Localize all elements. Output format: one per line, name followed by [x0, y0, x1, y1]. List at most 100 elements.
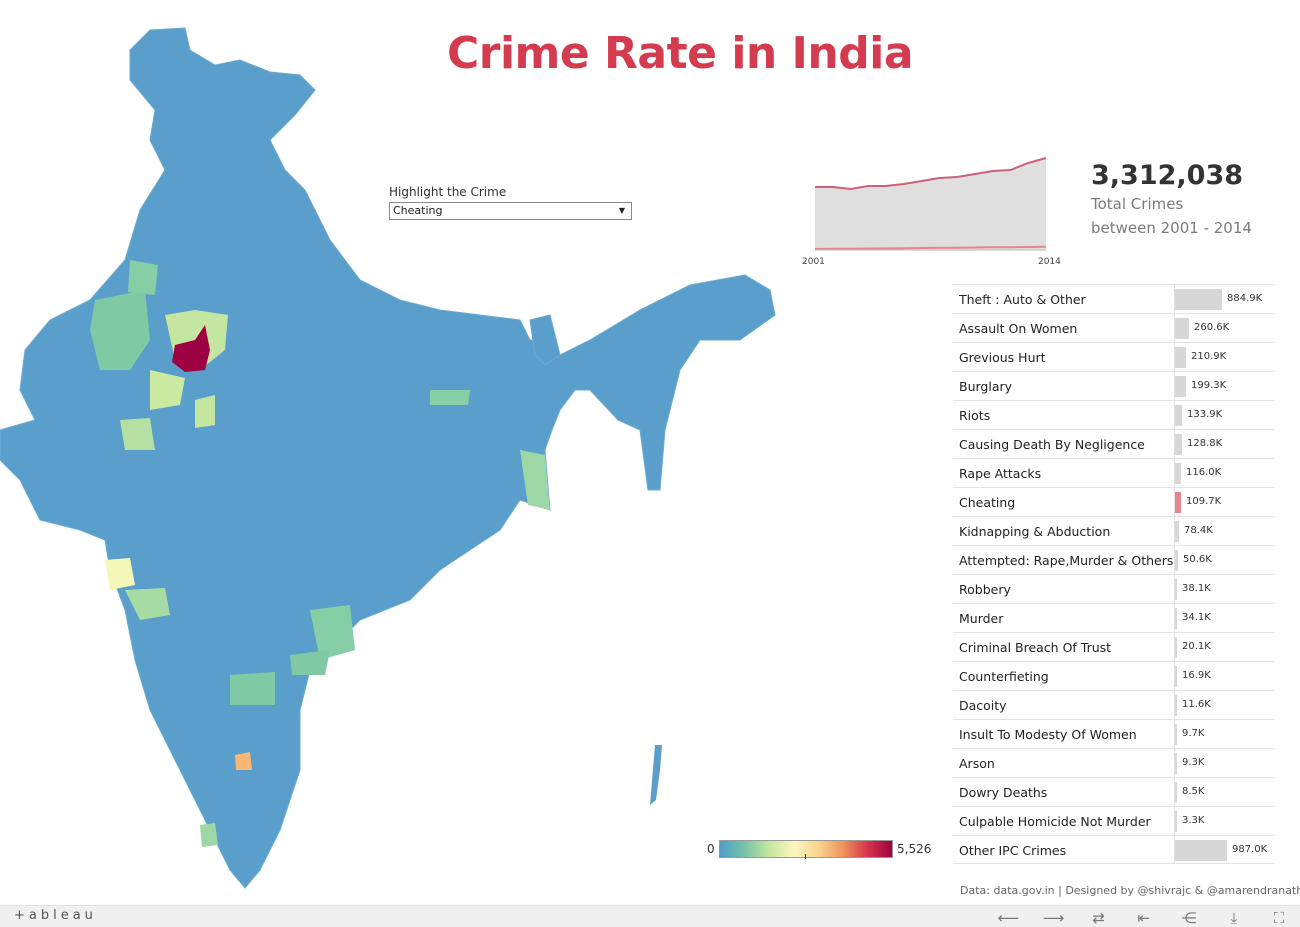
undo-icon[interactable]: ⟵: [997, 909, 1020, 927]
row-divider: [1174, 488, 1175, 516]
map-region-up: [430, 390, 470, 405]
crime-name: Culpable Homicide Not Murder: [959, 814, 1151, 829]
map-region-pune: [125, 588, 170, 620]
redo-icon[interactable]: ⟶: [1042, 909, 1065, 927]
crime-value-label: 133.9K: [1187, 409, 1223, 420]
crime-row[interactable]: Assault On Women 260.6K: [953, 313, 1274, 342]
row-divider: [1174, 778, 1175, 806]
map-region-rajasthan-north: [128, 260, 158, 295]
crime-value-label: 20.1K: [1182, 641, 1211, 652]
map-region-mainland: [0, 27, 776, 889]
crime-row[interactable]: Other IPC Crimes 987.0K: [953, 835, 1274, 864]
total-crimes-period: between 2001 - 2014: [1091, 219, 1252, 237]
row-divider: [1174, 633, 1175, 661]
tableau-logo[interactable]: +ableau: [14, 908, 97, 923]
trend-chart[interactable]: 2001 2014: [800, 140, 1070, 270]
fullscreen-icon[interactable]: ⛶: [1273, 909, 1285, 927]
total-crimes-value: 3,312,038: [1091, 160, 1244, 191]
crime-row[interactable]: Attempted: Rape,Murder & Others 50.6K: [953, 545, 1274, 574]
tableau-toolbar: +ableau ⟵ ⟶ ⇄ ⇤ ⋲ ⤓ ⛶: [0, 905, 1300, 927]
crime-row[interactable]: Robbery 38.1K: [953, 574, 1274, 603]
share-icon[interactable]: ⋲: [1181, 909, 1197, 927]
crime-value-label: 109.7K: [1186, 496, 1222, 507]
crime-name: Murder: [959, 611, 1004, 626]
map-region-hyderabad: [310, 605, 355, 660]
map-region-bengal: [520, 450, 550, 510]
crime-bar[interactable]: [1175, 492, 1181, 513]
crime-bar[interactable]: [1175, 753, 1177, 774]
crime-bar[interactable]: [1175, 724, 1177, 745]
crime-value-label: 260.6K: [1194, 322, 1230, 333]
india-choropleth-map[interactable]: [0, 10, 800, 890]
crime-row[interactable]: Dowry Deaths 8.5K: [953, 777, 1274, 806]
crime-row[interactable]: Theft : Auto & Other 884.9K: [953, 284, 1274, 313]
crime-row[interactable]: Grevious Hurt 210.9K: [953, 342, 1274, 371]
crime-name: Other IPC Crimes: [959, 843, 1067, 858]
crime-dropdown[interactable]: Cheating ▼: [389, 202, 632, 220]
crime-row[interactable]: Counterfieting 16.9K: [953, 661, 1274, 690]
crime-name: Criminal Breach Of Trust: [959, 640, 1112, 655]
crime-name: Assault On Women: [959, 321, 1078, 336]
crime-row[interactable]: Burglary 199.3K: [953, 371, 1274, 400]
trend-line-highlight: [814, 245, 1047, 250]
crime-bar[interactable]: [1175, 695, 1177, 716]
map-region-jaipur: [172, 325, 210, 372]
crime-bar[interactable]: [1175, 782, 1177, 803]
row-divider: [1174, 430, 1175, 458]
crime-value-label: 78.4K: [1184, 525, 1213, 536]
legend-max: 5,526: [897, 842, 932, 856]
crime-bar[interactable]: [1175, 289, 1222, 310]
crime-name: Insult To Modesty Of Women: [959, 727, 1137, 742]
crime-bar[interactable]: [1175, 376, 1186, 397]
row-divider: [1174, 575, 1175, 603]
crime-bar[interactable]: [1175, 550, 1178, 571]
crime-bar[interactable]: [1175, 318, 1189, 339]
crime-row[interactable]: Arson 9.3K: [953, 748, 1274, 777]
crime-bar[interactable]: [1175, 840, 1227, 861]
row-divider: [1174, 546, 1175, 574]
crime-row[interactable]: Rape Attacks 116.0K: [953, 458, 1274, 487]
crime-bar[interactable]: [1175, 463, 1181, 484]
crime-value-label: 199.3K: [1191, 380, 1227, 391]
crime-row[interactable]: Causing Death By Negligence 128.8K: [953, 429, 1274, 458]
filter-label: Highlight the Crime: [389, 185, 507, 199]
crime-row[interactable]: Cheating 109.7K: [953, 487, 1274, 516]
map-region-karnataka: [230, 672, 275, 705]
crime-row[interactable]: Culpable Homicide Not Murder 3.3K: [953, 806, 1274, 835]
crime-value-label: 8.5K: [1182, 786, 1205, 797]
crime-row[interactable]: Insult To Modesty Of Women 9.7K: [953, 719, 1274, 748]
crime-value-label: 38.1K: [1182, 583, 1211, 594]
total-crimes-label: Total Crimes: [1091, 195, 1184, 213]
crime-value-label: 884.9K: [1227, 293, 1263, 304]
crime-name: Cheating: [959, 495, 1016, 510]
crime-bar[interactable]: [1175, 579, 1177, 600]
crime-bar[interactable]: [1175, 521, 1179, 542]
crime-bar[interactable]: [1175, 347, 1186, 368]
page-title: Crime Rate in India: [446, 28, 914, 79]
crime-bar[interactable]: [1175, 637, 1177, 658]
credits-text: Data: data.gov.in | Designed by @shivraj…: [960, 884, 1300, 897]
crime-row[interactable]: Dacoity 11.6K: [953, 690, 1274, 719]
revert-icon[interactable]: ⇄: [1092, 909, 1105, 927]
row-divider: [1174, 836, 1175, 863]
row-divider: [1174, 807, 1175, 835]
download-icon[interactable]: ⤓: [1230, 909, 1238, 927]
reset-icon[interactable]: ⇤: [1137, 909, 1150, 927]
crime-row[interactable]: Riots 133.9K: [953, 400, 1274, 429]
color-legend: 0 5,526: [705, 840, 945, 860]
crime-bar[interactable]: [1175, 405, 1182, 426]
crime-name: Riots: [959, 408, 991, 423]
crime-row[interactable]: Kidnapping & Abduction 78.4K: [953, 516, 1274, 545]
crime-bar[interactable]: [1175, 666, 1177, 687]
crime-row[interactable]: Criminal Breach Of Trust 20.1K: [953, 632, 1274, 661]
crime-row[interactable]: Murder 34.1K: [953, 603, 1274, 632]
crime-name: Dowry Deaths: [959, 785, 1048, 800]
crime-bar[interactable]: [1175, 811, 1177, 832]
row-divider: [1174, 604, 1175, 632]
map-region-mp-west: [195, 395, 215, 428]
row-divider: [1174, 517, 1175, 545]
crime-bar[interactable]: [1175, 434, 1182, 455]
row-divider: [1174, 662, 1175, 690]
crime-bar[interactable]: [1175, 608, 1177, 629]
crime-value-label: 116.0K: [1186, 467, 1222, 478]
